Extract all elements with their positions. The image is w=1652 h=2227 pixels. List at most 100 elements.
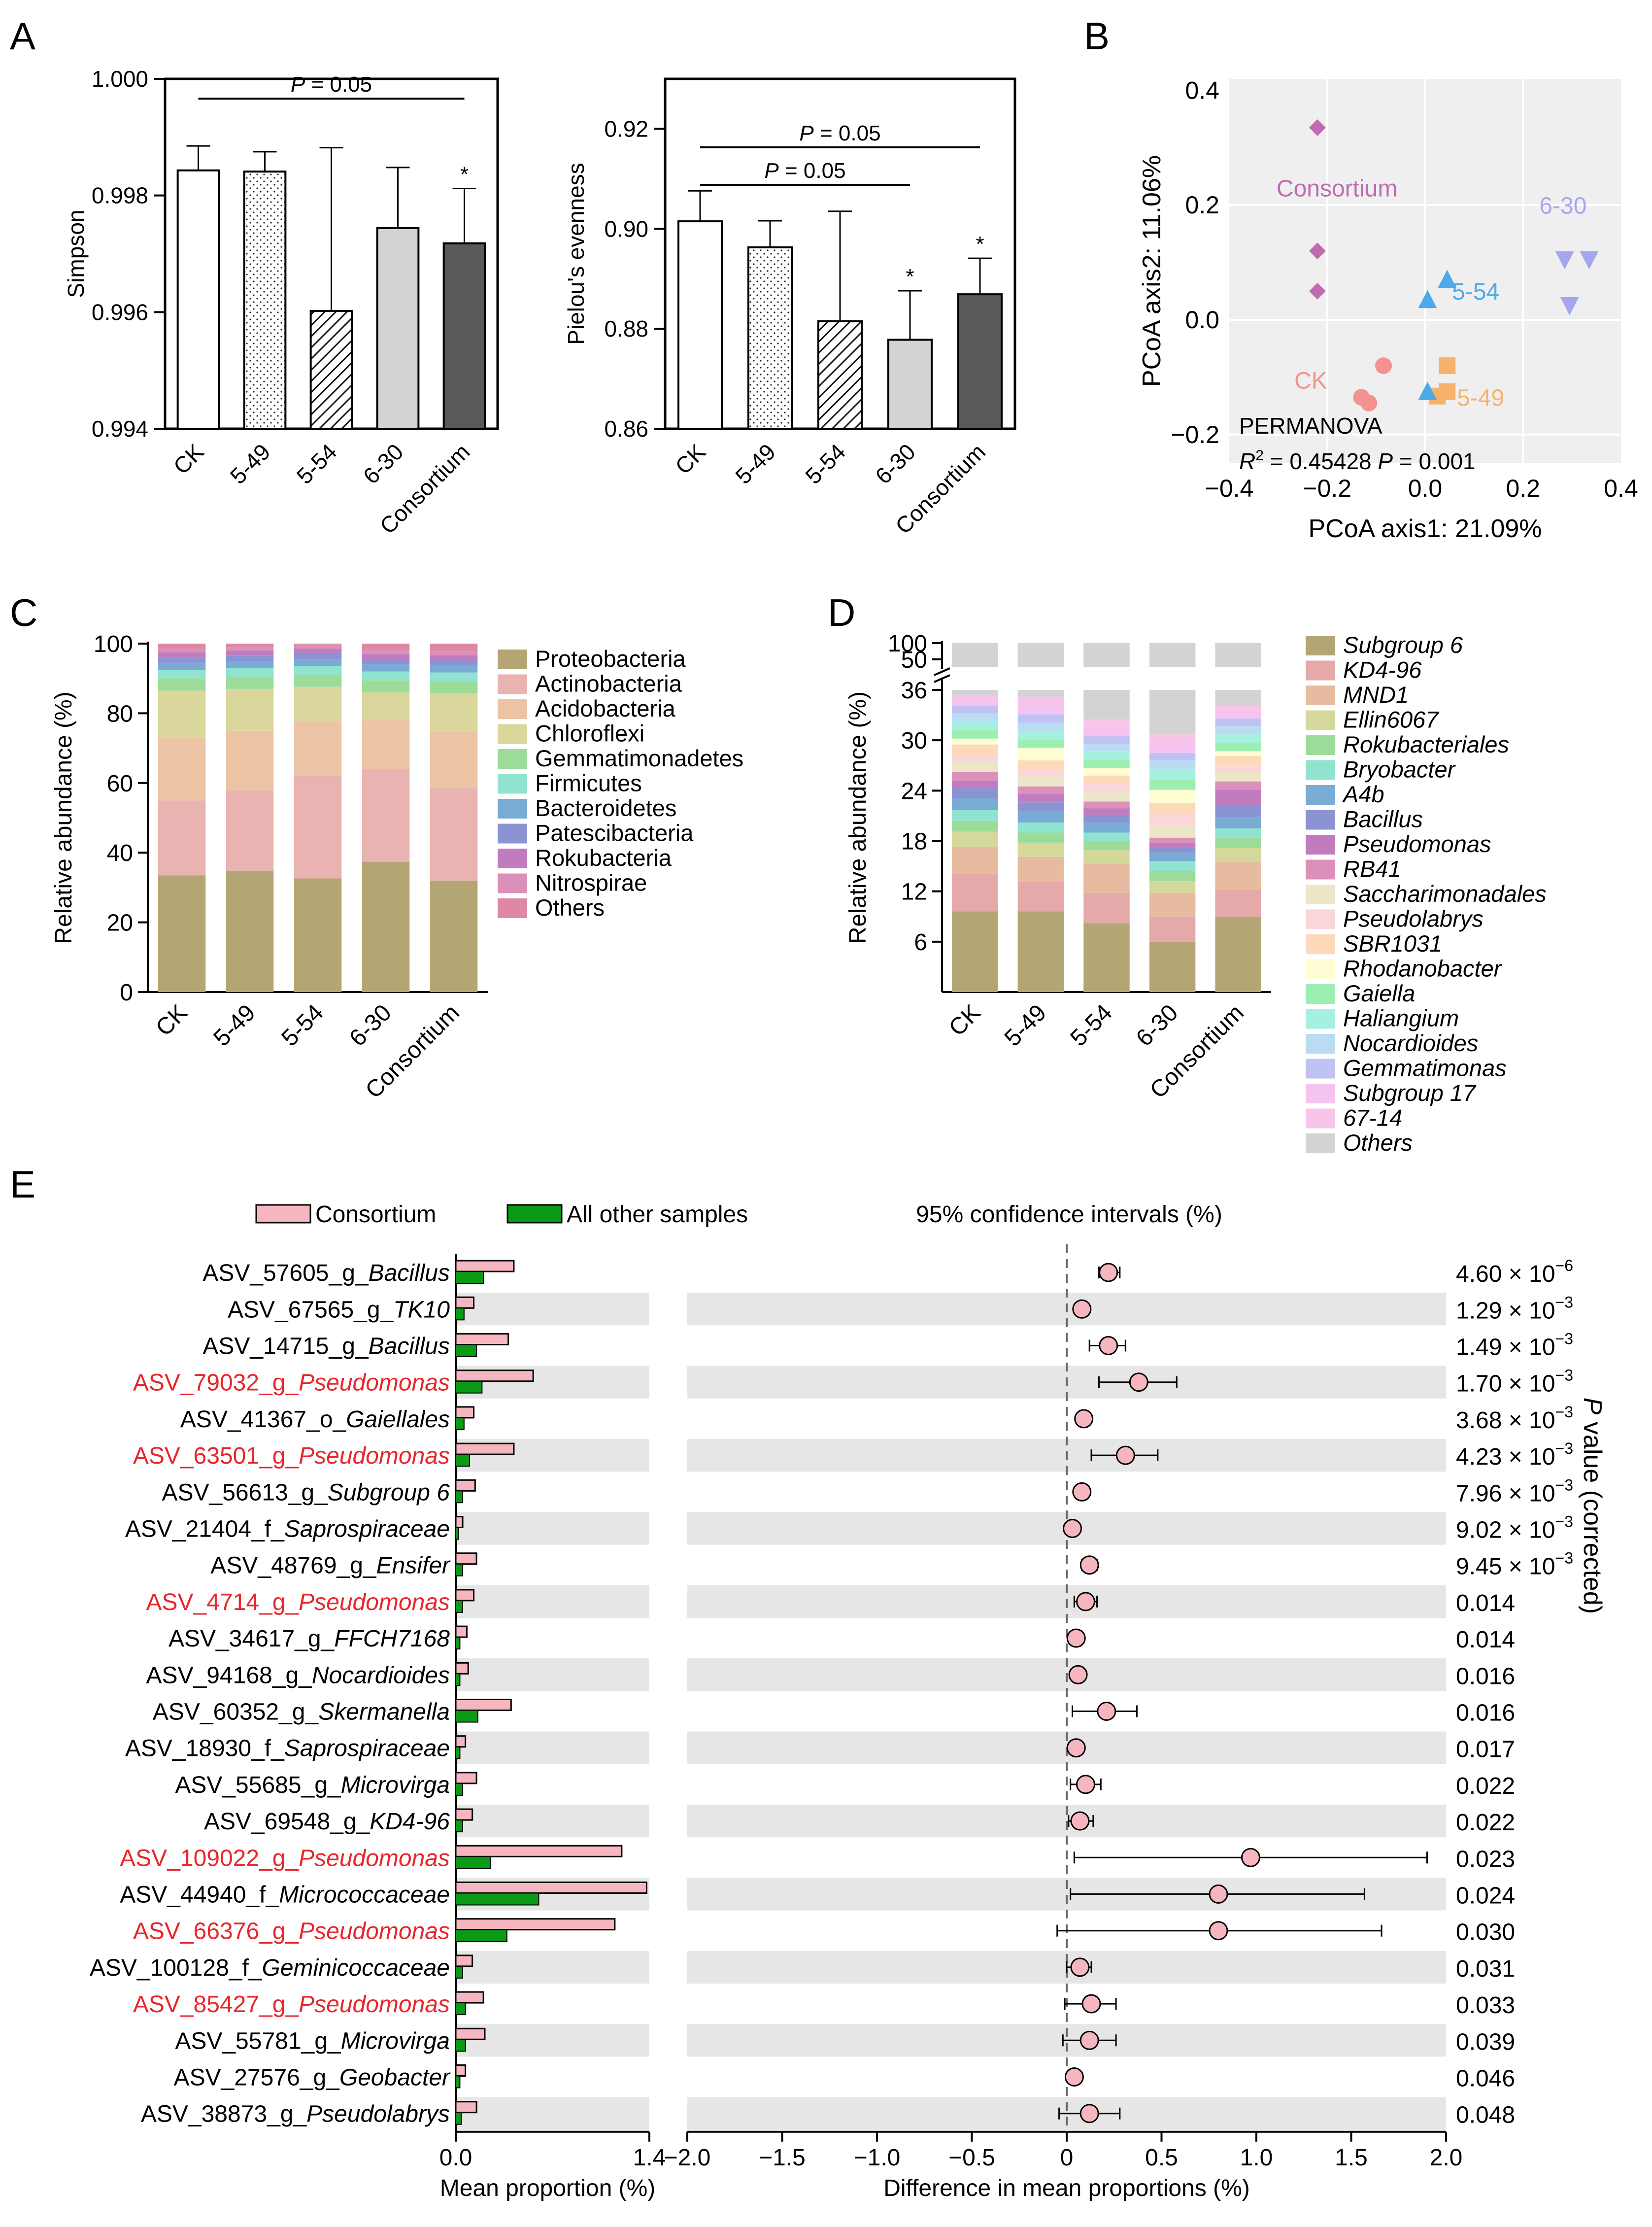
- taxon-label: ASV_41367_o_Gaiellales: [180, 1406, 450, 1433]
- x-tick-label: CK: [169, 439, 209, 479]
- p-value: 1.49 × 10−3: [1456, 1330, 1573, 1361]
- stack-segment-Patescibacteria: [294, 653, 342, 659]
- taxon-label: ASV_57605_g_Bacillus: [202, 1260, 450, 1286]
- stack-segment-Pseudomonas: [1215, 789, 1261, 805]
- stack-segment-Others: [362, 644, 410, 651]
- comparison-label: P = 0.05: [799, 121, 880, 145]
- y-tick-label: 0.0: [1185, 306, 1219, 334]
- stack-segment-Bryobacter: [952, 810, 998, 821]
- stack-segment-Acidobacteria: [158, 737, 206, 801]
- legend-label: Chloroflexi: [535, 720, 644, 747]
- bar-consortium: [455, 1699, 512, 1711]
- legend-label: RB41: [1343, 856, 1401, 882]
- stack-segment-Gemmatimonas: [1149, 753, 1196, 761]
- taxon-label: ASV_60352_g_Skermanella: [153, 1699, 450, 1725]
- bar: [376, 227, 420, 430]
- legend-label: Patescibacteria: [535, 820, 694, 846]
- taxon-label: ASV_21404_f_Saprospiraceae: [125, 1516, 450, 1542]
- bar-other: [455, 1490, 464, 1504]
- bar-consortium: [455, 1589, 474, 1602]
- legend-swatch: [1306, 885, 1335, 904]
- stack-segment-Chloroflexi: [158, 690, 206, 738]
- diff-point: [1076, 1775, 1095, 1794]
- legend-swatch: [498, 724, 527, 744]
- stack-segment-Saccharimonadales: [1149, 825, 1196, 838]
- point-CK: [1375, 357, 1392, 375]
- x-tick-label: 0.2: [1506, 475, 1540, 502]
- p-value: 0.030: [1456, 1919, 1515, 1946]
- y-tick-label: 0.88: [604, 316, 648, 342]
- legend-label: Subgroup 6: [1343, 632, 1463, 658]
- stack-segment-Subgroup 17: [952, 700, 998, 706]
- bar-other: [455, 1965, 464, 1979]
- taxon-label: ASV_63501_g_Pseudomonas: [133, 1443, 450, 1469]
- bar: [747, 246, 793, 430]
- bar-consortium: [455, 2027, 486, 2040]
- p-value: 0.016: [1456, 1700, 1515, 1726]
- stack-segment-Rokubacteriales: [1017, 832, 1064, 843]
- legend-label: Bryobacter: [1343, 756, 1456, 783]
- stack-segment-Others: [294, 644, 342, 645]
- diff-point: [1072, 1482, 1092, 1502]
- legend-swatch-consortium: [255, 1204, 311, 1224]
- stack-segment-Rokubacteria: [430, 655, 478, 660]
- legend-label: Consortium: [315, 1201, 436, 1228]
- stack-segment-Rokubacteriales: [952, 821, 998, 832]
- stack-segment-RB41: [1083, 801, 1130, 809]
- legend-swatch: [1306, 810, 1335, 830]
- y-tick-label: 80: [107, 701, 133, 727]
- stack-segment-Rhodanobacter: [1215, 751, 1261, 756]
- p-value: 0.014: [1456, 1627, 1515, 1653]
- x-tick-label: 5-49: [225, 439, 275, 489]
- stack-segment-Rokubacteria: [294, 648, 342, 654]
- point-5-54: [1418, 290, 1437, 308]
- stack-segment-Rokubacteria: [362, 654, 410, 659]
- stats-text: R2 = 0.45428 P = 0.001: [1239, 447, 1476, 474]
- bar-consortium: [455, 1333, 509, 1345]
- bar-consortium: [455, 1662, 469, 1675]
- y-tick-label: 0.4: [1185, 76, 1219, 104]
- bar-other: [455, 1856, 491, 1869]
- p-value: 0.048: [1456, 2102, 1515, 2128]
- panel-label-c: C: [10, 591, 37, 634]
- p-axis-label: P value (corrected): [1578, 1398, 1607, 1614]
- x-tick-label: 5-54: [800, 439, 850, 489]
- x-tick-label: −0.5: [948, 2145, 995, 2171]
- legend-label: MND1: [1343, 682, 1409, 708]
- ci-title: 95% confidence intervals (%): [916, 1201, 1222, 1228]
- y-axis-label: Relative abundance (%): [51, 691, 77, 944]
- stack-segment-Gemmatimonadetes: [226, 677, 274, 689]
- diff-point: [1115, 1445, 1135, 1465]
- stack-segment-RB41: [1215, 781, 1261, 790]
- bar-consortium: [455, 1735, 467, 1748]
- stack-segment-Bacillus: [1083, 815, 1130, 823]
- panel-label-e: E: [10, 1163, 35, 1206]
- stack-segment-Bacillus: [1017, 802, 1064, 812]
- stack-segment-A4b: [1083, 822, 1130, 833]
- stack-segment-Patescibacteria: [362, 659, 410, 665]
- bar: [442, 242, 486, 430]
- row-band-left: [456, 2097, 649, 2130]
- y-tick-label: 0: [120, 980, 133, 1006]
- y-tick-label: 0.2: [1185, 191, 1219, 219]
- stack-segment-Gaiella: [1149, 780, 1196, 790]
- stack-segment-Gemmatimonadetes: [294, 674, 342, 687]
- x-tick-label: −1.5: [759, 2145, 806, 2171]
- legend-label: Gaiella: [1343, 980, 1415, 1006]
- stack-segment-Bacillus: [1149, 848, 1196, 853]
- taxon-label: ASV_38873_g_Pseudolabrys: [141, 2101, 450, 2127]
- p-value: 1.29 × 10−3: [1456, 1293, 1573, 1324]
- stack-segment-Patescibacteria: [226, 655, 274, 661]
- legend-label: KD4-96: [1343, 657, 1422, 683]
- stack-segment-Pseudomonas: [952, 780, 998, 788]
- stack-segment-Actinobacteria: [430, 788, 478, 881]
- x-axis-label: PCoA axis1: 21.09%: [1308, 514, 1542, 543]
- stack-segment-Firmicutes: [430, 672, 478, 682]
- diff-point: [1079, 2030, 1099, 2050]
- y-tick-label: 40: [107, 840, 133, 866]
- legend-label: Nocardioides: [1343, 1030, 1478, 1056]
- stack-segment-Haliangium: [1215, 734, 1261, 743]
- bar-other: [455, 2112, 462, 2125]
- stack-segment-Actinobacteria: [226, 791, 274, 871]
- stack-segment-Proteobacteria: [362, 861, 410, 992]
